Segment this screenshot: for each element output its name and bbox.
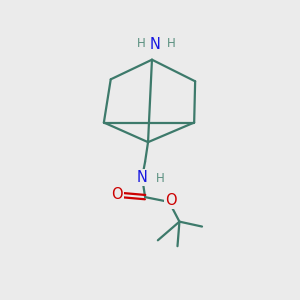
- Text: O: O: [111, 187, 122, 202]
- Text: N: N: [149, 38, 160, 52]
- Text: H: H: [167, 38, 176, 50]
- Text: O: O: [165, 193, 176, 208]
- Text: H: H: [155, 172, 164, 185]
- Text: H: H: [137, 38, 146, 50]
- Text: N: N: [137, 170, 148, 185]
